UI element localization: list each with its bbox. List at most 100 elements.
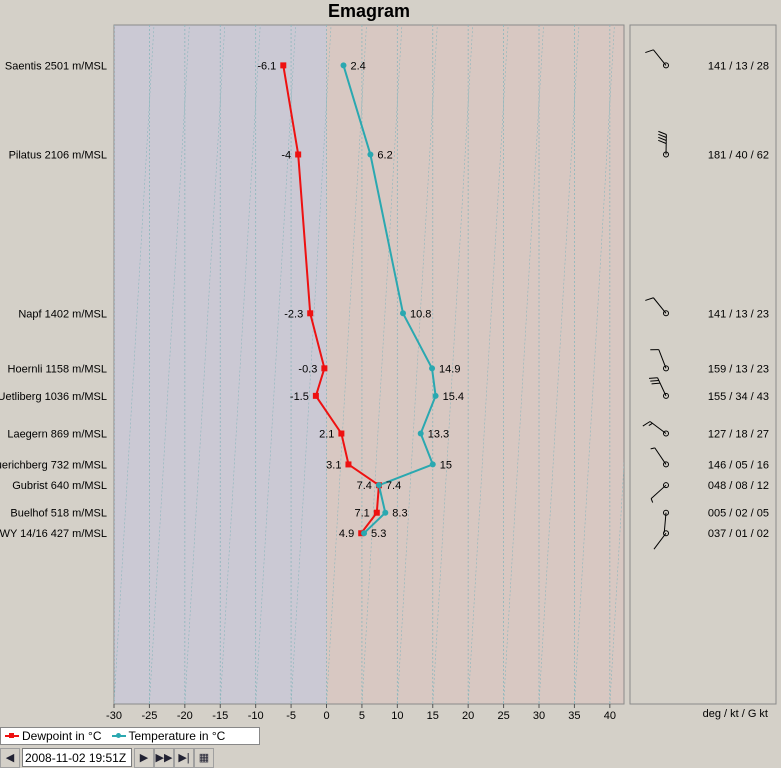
station-label: Saentis 2501 m/MSL	[5, 60, 107, 72]
dew-point	[312, 392, 319, 399]
x-tick-label: -30	[106, 710, 122, 722]
temp-point	[367, 151, 374, 158]
temperature-swatch-icon	[111, 731, 126, 741]
x-tick-label: -20	[177, 710, 193, 722]
temperature-value-label: 6.2	[377, 149, 392, 161]
skew-line	[149, 25, 190, 704]
wind-barb-icon	[653, 530, 669, 550]
station-label: Pilatus 2106 m/MSL	[9, 149, 107, 161]
fast-forward-button[interactable]: ▶▶	[154, 747, 174, 768]
wind-value-label: 005 / 02 / 05	[708, 508, 769, 520]
dew-point	[295, 151, 302, 158]
dew-point	[280, 62, 287, 69]
wind-barb-icon	[648, 377, 669, 399]
station-label: uerichberg 732 m/MSL	[0, 459, 107, 471]
x-tick-label: 25	[497, 710, 509, 722]
station-label: RWY 14/16 427 m/MSL	[0, 528, 107, 540]
x-tick-label: 15	[427, 710, 439, 722]
skew-line	[503, 25, 544, 704]
x-tick-label: 10	[391, 710, 403, 722]
temperature-value-label: 5.3	[371, 528, 386, 540]
skew-line	[432, 25, 474, 704]
datetime-input[interactable]	[22, 748, 132, 767]
wind-value-label: 037 / 01 / 02	[708, 528, 769, 540]
station-label: Laegern 869 m/MSL	[7, 429, 107, 441]
temp-point	[340, 62, 347, 69]
temperature-value-label: 15.4	[443, 391, 464, 403]
skew-line	[609, 458, 624, 704]
dew-point	[338, 430, 345, 437]
dewpoint-value-label: 2.1	[319, 429, 334, 441]
skew-line	[290, 25, 332, 704]
x-tick-label: 40	[604, 710, 616, 722]
station-label: Gubrist 640 m/MSL	[12, 480, 107, 492]
station-label: Buelhof 518 m/MSL	[10, 508, 107, 520]
wind-value-label: 141 / 13 / 28	[708, 60, 769, 72]
next-button[interactable]: ▶	[134, 747, 154, 768]
station-label: Hoernli 1158 m/MSL	[8, 363, 107, 375]
dewpoint-value-label: 7.4	[357, 480, 372, 492]
skew-line	[361, 25, 403, 704]
emagram-chart: -30 -25 -20 -15 -10 -5 0 5 10 15 20 25 30 35 40 Saenti…	[0, 24, 777, 722]
temp-line	[342, 65, 437, 534]
wind-barb-icon	[663, 509, 669, 533]
end-button[interactable]: ▶|	[174, 747, 194, 768]
wind-barb-icon	[650, 482, 669, 503]
wind-value-label: 155 / 34 / 43	[708, 391, 769, 403]
wind-barb-icon	[645, 297, 669, 317]
temp-point	[400, 310, 406, 317]
temperature-value-label: 15	[440, 459, 452, 471]
wind-barb-icon	[650, 349, 669, 372]
wind-axis-label: deg / kt / G kt	[702, 708, 768, 720]
dewpoint-value-label: 4.9	[339, 528, 354, 540]
chart-title: Emagram	[327, 1, 411, 21]
skew-line	[397, 25, 438, 704]
wind-value-label: 146 / 05 / 16	[708, 459, 769, 471]
temperature-value-label: 14.9	[439, 363, 460, 375]
x-tick-label: -25	[141, 710, 157, 722]
plot-frame	[113, 24, 625, 705]
skew-line	[574, 25, 615, 704]
temperature-value-label: 8.3	[392, 508, 407, 520]
dewpoint-swatch-icon	[5, 731, 19, 741]
x-tick-label: 5	[359, 710, 365, 722]
wind-barb-icon	[642, 421, 669, 437]
temperature-value-label: 7.4	[386, 480, 401, 492]
wind-panel	[629, 24, 777, 705]
x-tick-label: 20	[462, 710, 474, 722]
wind-value-label: 159 / 13 / 23	[708, 363, 769, 375]
temperature-value-label: 2.4	[351, 60, 366, 72]
dewpoint-value-label: -0.3	[298, 363, 317, 375]
wind-barb-icon	[645, 49, 669, 69]
dew-point	[307, 310, 314, 317]
temp-point	[382, 509, 389, 516]
dew-line	[282, 65, 380, 534]
legend-item-dewpoint: Dewpoint in °C	[5, 729, 102, 743]
dew-point	[345, 461, 352, 468]
legend-label-temperature: Temperature in °C	[128, 729, 226, 743]
temp-point	[375, 482, 382, 489]
time-controls: ◀ ▶ ▶▶ ▶| ▦	[0, 747, 260, 768]
temperature-value-label: 10.8	[410, 308, 431, 320]
wind-barb-icon	[650, 447, 669, 468]
skew-line	[219, 25, 261, 704]
wind-barb-icon	[658, 130, 669, 158]
grid	[114, 25, 624, 704]
prev-button[interactable]: ◀	[0, 747, 20, 768]
dew-point	[321, 365, 328, 372]
temp-point	[361, 530, 368, 537]
skew-line	[467, 25, 509, 704]
dewpoint-value-label: -1.5	[290, 391, 309, 403]
x-tick-label: -10	[248, 710, 264, 722]
legend: Dewpoint in °C Temperature in °C	[0, 727, 260, 745]
dewpoint-value-label: -6.1	[257, 60, 276, 72]
station-label: Napf 1402 m/MSL	[18, 308, 107, 320]
temp-point	[417, 430, 424, 437]
wind-value-label: 127 / 18 / 27	[708, 429, 769, 441]
legend-label-dewpoint: Dewpoint in °C	[22, 729, 102, 743]
x-tick-label: 0	[323, 710, 329, 722]
x-tick-label: -15	[212, 710, 228, 722]
temp-point	[429, 461, 436, 468]
dewpoint-value-label: 3.1	[326, 459, 341, 471]
calendar-icon[interactable]: ▦	[194, 747, 214, 768]
